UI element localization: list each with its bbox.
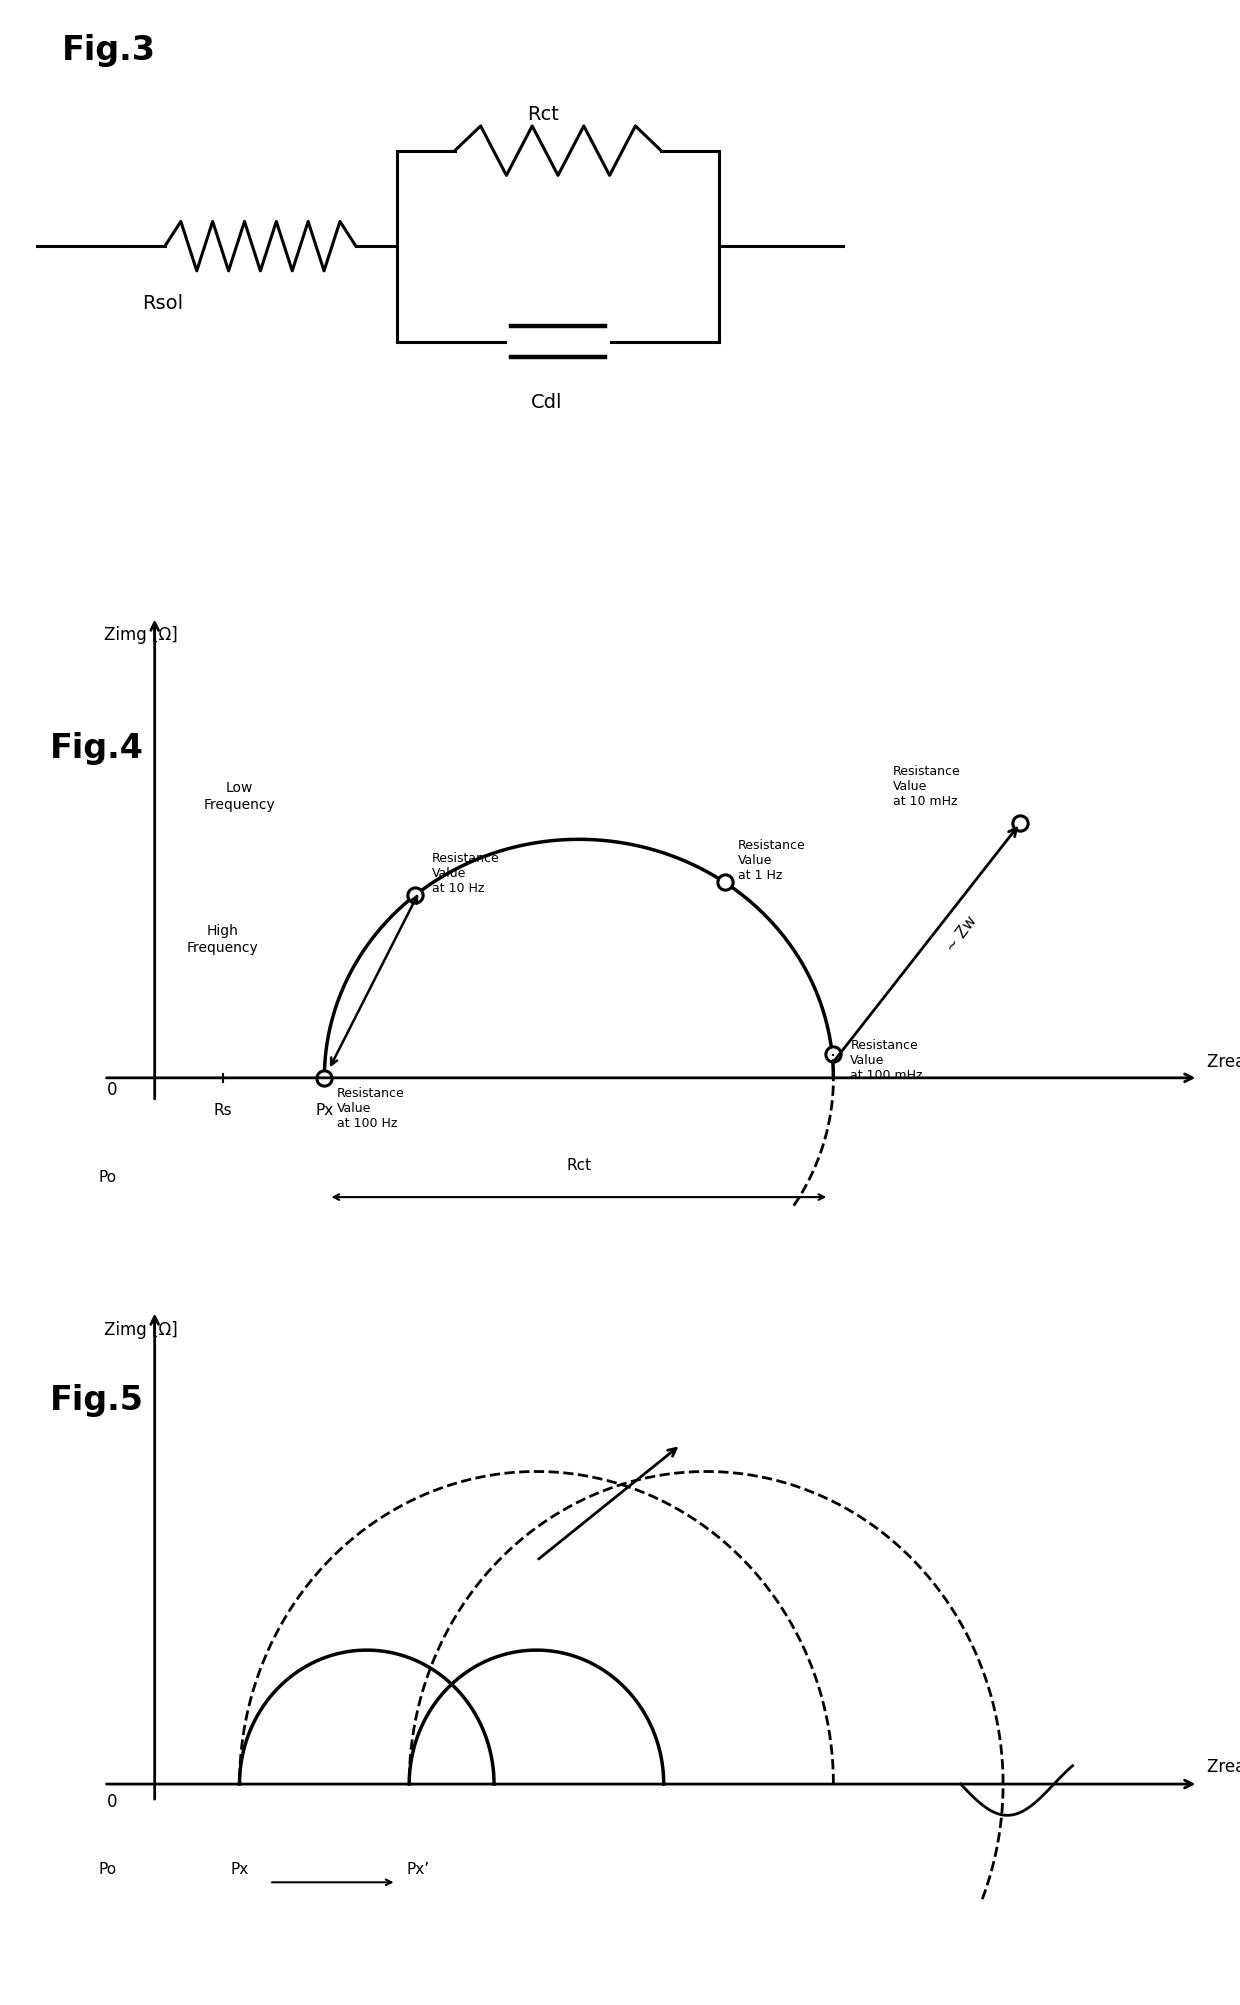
Text: Fig.3: Fig.3 [62,34,156,66]
Text: Po: Po [99,1169,117,1185]
Text: Low
Frequency: Low Frequency [203,780,275,812]
Text: Fig.4: Fig.4 [50,732,144,764]
Text: 0: 0 [107,1081,118,1099]
Text: Px’: Px’ [407,1861,429,1877]
Text: Resistance
Value
at 100 mHz: Resistance Value at 100 mHz [851,1039,923,1081]
Text: Rct: Rct [567,1157,591,1173]
Text: Rsol: Rsol [143,295,184,313]
Text: Resistance
Value
at 10 Hz: Resistance Value at 10 Hz [433,852,500,894]
Text: Cdl: Cdl [531,393,562,411]
Text: Rs: Rs [213,1103,232,1117]
Text: Fig.5: Fig.5 [50,1383,144,1416]
Text: Resistance
Value
at 10 mHz: Resistance Value at 10 mHz [893,764,961,808]
Text: Zreal [Ω]: Zreal [Ω] [1207,1756,1240,1774]
Text: Po: Po [99,1861,117,1877]
Text: Px: Px [315,1103,334,1117]
Text: Resistance
Value
at 1 Hz: Resistance Value at 1 Hz [738,838,805,882]
Text: Px: Px [231,1861,249,1877]
Text: 0: 0 [107,1792,118,1811]
Text: Zimg [Ω]: Zimg [Ω] [104,1319,177,1337]
Text: Zimg [Ω]: Zimg [Ω] [104,626,177,644]
Text: Resistance
Value
at 100 Hz: Resistance Value at 100 Hz [337,1087,404,1129]
Text: Zreal [Ω]: Zreal [Ω] [1207,1053,1240,1071]
Text: Rct: Rct [527,104,559,124]
Text: High
Frequency: High Frequency [187,924,258,954]
Text: ~ Zw: ~ Zw [944,912,980,954]
